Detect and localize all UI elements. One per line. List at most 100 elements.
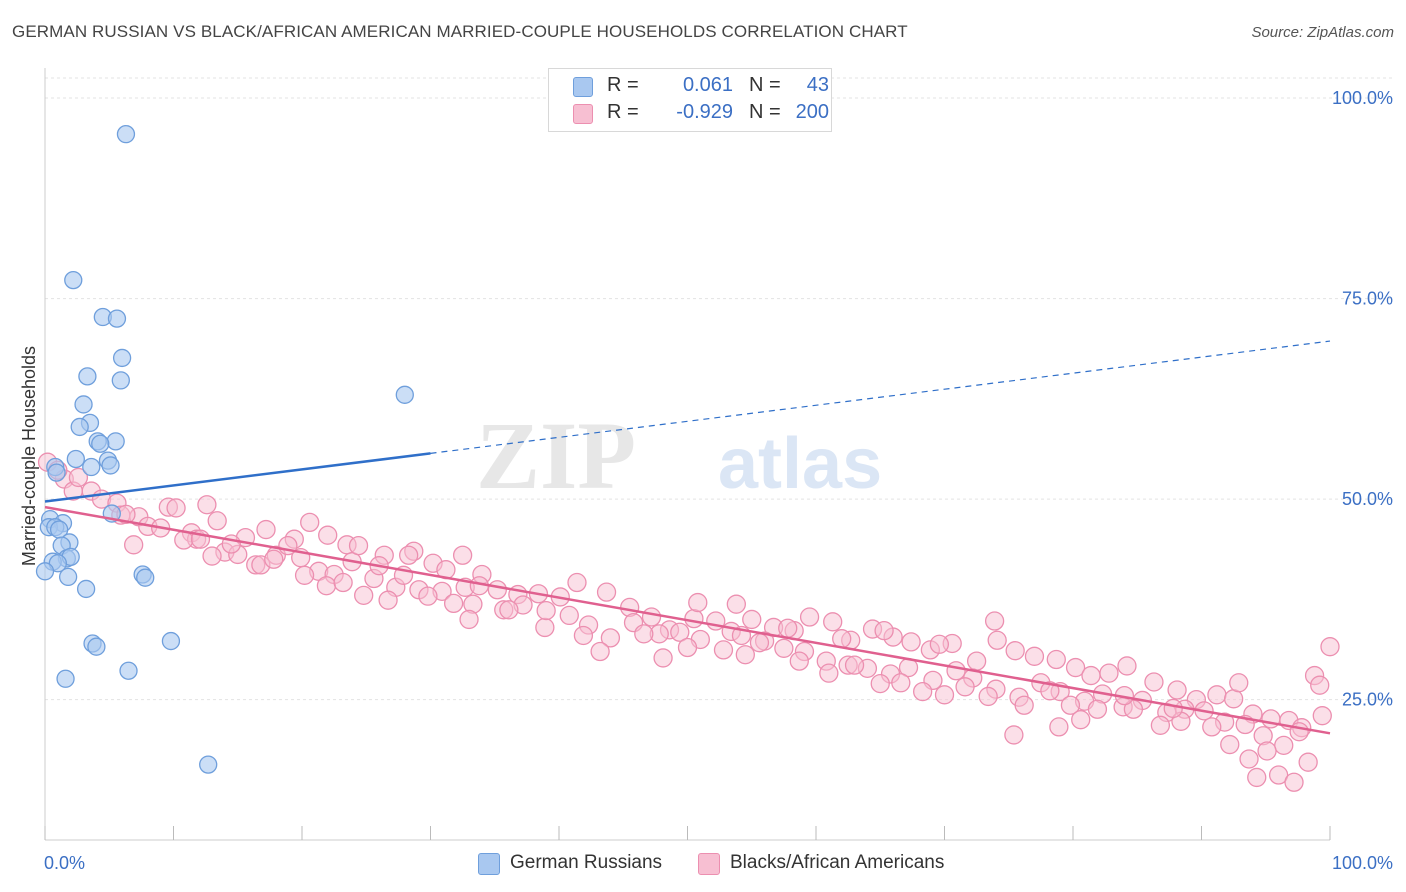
legend-r-value: -0.929	[676, 101, 733, 123]
legend-swatch-pink	[573, 104, 593, 124]
data-point-black-african-american	[634, 624, 654, 644]
data-point-black-african-american	[1040, 681, 1060, 701]
data-point-black-african-american	[559, 605, 579, 626]
data-point-black-african-american	[901, 632, 921, 652]
data-point-german-russian	[87, 637, 106, 656]
data-point-black-african-american	[567, 572, 587, 593]
data-point-black-african-american	[1081, 665, 1101, 686]
data-point-black-african-american	[1220, 734, 1240, 755]
data-point-black-african-american	[1144, 672, 1164, 692]
data-point-black-african-american	[1123, 699, 1144, 719]
y-tick-label: 100.0%	[1332, 88, 1393, 108]
legend-swatch-blue	[573, 77, 593, 97]
data-point-black-african-american	[499, 600, 519, 620]
data-point-german-russian	[91, 434, 110, 453]
data-point-black-african-american	[913, 681, 933, 702]
legend-n-value: 200	[795, 101, 829, 123]
data-point-german-russian	[66, 449, 85, 469]
bottom-legend-german-russians: German Russians	[478, 852, 678, 876]
data-point-black-african-american	[1268, 765, 1289, 785]
data-point-black-african-american	[590, 641, 610, 662]
x-tick-labels: 0.0% 100.0%	[44, 853, 1393, 873]
data-point-black-african-american	[774, 638, 794, 658]
data-point-black-african-american	[1247, 767, 1267, 788]
bottom-legend-swatch-blue	[478, 853, 500, 875]
data-point-black-african-american	[166, 498, 186, 518]
data-point-black-african-american	[1099, 663, 1119, 683]
data-point-black-african-american	[987, 630, 1007, 650]
data-point-black-african-american	[68, 467, 89, 488]
data-point-black-african-american	[688, 592, 708, 613]
data-point-german-russian	[82, 457, 101, 477]
data-point-black-african-american	[1239, 749, 1259, 769]
bottom-legend-label: German Russians	[510, 852, 663, 873]
data-point-german-russian	[111, 371, 130, 390]
data-point-black-african-american	[197, 495, 217, 515]
data-point-black-african-american	[799, 607, 820, 627]
data-point-black-african-american	[789, 651, 809, 671]
data-point-black-african-american	[955, 677, 975, 697]
data-point-black-african-american	[399, 545, 419, 565]
data-point-black-african-american	[1150, 715, 1171, 735]
data-point-black-african-american	[1229, 673, 1249, 693]
data-point-black-african-american	[487, 580, 507, 600]
bottom-legend-blacks-african-americans: Blacks/African Americans	[698, 852, 978, 876]
data-point-german-russian	[395, 385, 414, 404]
data-point-black-african-american	[1257, 741, 1277, 761]
bottom-legend-swatch-pink	[698, 853, 720, 875]
data-point-black-african-american	[256, 519, 276, 540]
data-point-black-african-american	[202, 546, 222, 566]
data-point-black-african-american	[1202, 717, 1222, 737]
data-point-black-african-american	[294, 565, 315, 585]
data-point-german-russian	[76, 579, 96, 599]
data-point-black-african-american	[1284, 772, 1304, 792]
watermark-atlas: atlas	[718, 424, 882, 504]
axes	[44, 68, 1331, 841]
data-point-german-russian	[47, 463, 66, 482]
data-point-black-african-american	[832, 629, 852, 649]
data-point-black-african-american	[459, 609, 479, 630]
legend-r-label: R =	[607, 101, 639, 123]
data-point-black-african-american	[844, 655, 865, 675]
trend-lines	[44, 340, 1331, 735]
legend-n-value: 43	[806, 74, 829, 96]
data-point-black-african-american	[874, 621, 894, 641]
data-point-german-russian	[56, 669, 75, 688]
data-point-german-russian	[35, 562, 55, 581]
data-point-black-african-american	[684, 608, 704, 629]
bottom-legend-label: Blacks/African Americans	[730, 852, 945, 873]
x-tick-label-max: 100.0%	[1332, 853, 1393, 873]
data-point-german-russian	[64, 270, 83, 290]
data-point-black-african-american	[318, 525, 338, 545]
gridlines	[45, 77, 1392, 701]
data-point-black-african-american	[1049, 717, 1069, 737]
series-german-russians	[35, 124, 414, 774]
data-point-black-african-american	[207, 511, 227, 531]
data-point-black-african-american	[536, 600, 556, 621]
data-point-black-african-american	[418, 586, 438, 606]
x-tick-label-min: 0.0%	[44, 853, 85, 873]
data-point-black-african-american	[443, 593, 464, 614]
data-point-black-african-american	[823, 612, 843, 632]
y-tick-label: 75.0%	[1342, 289, 1393, 309]
y-axis-label: Married-couple Households	[19, 346, 39, 566]
data-point-black-african-american	[573, 625, 594, 646]
data-point-black-african-american	[1060, 695, 1081, 715]
data-point-black-african-american	[1071, 710, 1091, 730]
data-point-black-african-american	[1223, 689, 1244, 709]
data-point-black-african-american	[966, 651, 987, 671]
data-point-black-african-american	[452, 545, 473, 565]
data-point-black-african-american	[819, 663, 839, 683]
data-point-black-african-american	[354, 585, 374, 606]
y-tick-labels: 100.0% 75.0% 50.0% 25.0%	[1332, 88, 1393, 710]
data-point-black-african-american	[984, 611, 1005, 631]
data-point-black-african-american	[677, 637, 698, 658]
data-point-black-african-american	[713, 640, 734, 660]
data-point-black-african-american	[870, 673, 890, 694]
y-tick-label: 50.0%	[1342, 489, 1393, 509]
data-point-german-russian	[101, 456, 120, 475]
data-point-black-african-american	[300, 512, 320, 533]
watermark-zip: ZIP	[476, 402, 636, 509]
data-point-black-african-american	[1046, 649, 1066, 670]
data-point-german-russian	[136, 568, 155, 587]
